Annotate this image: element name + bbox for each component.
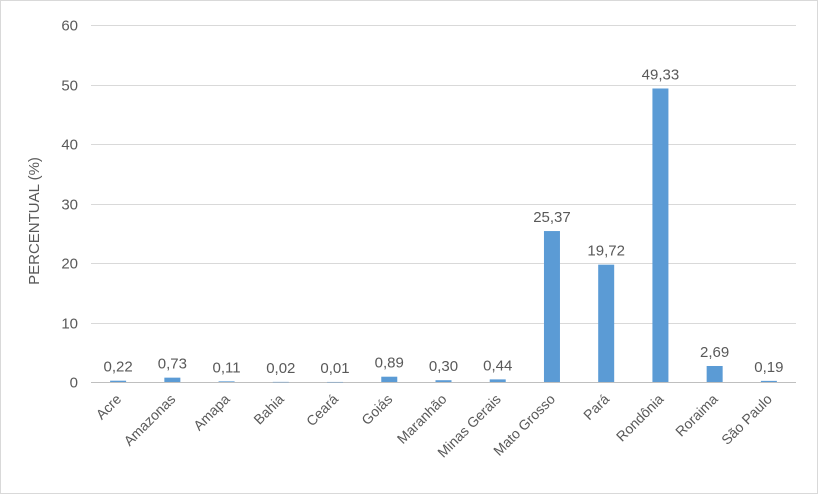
category-label: Amazonas	[120, 391, 178, 449]
data-label: 0,22	[104, 359, 133, 376]
y-tick-label: 20	[61, 256, 78, 273]
category-label: Maranhão	[394, 391, 450, 447]
bar	[164, 378, 180, 382]
data-label: 2,69	[700, 344, 729, 361]
y-axis-ticks: 0 10 20 30 40 50 60	[61, 18, 78, 392]
bar	[761, 381, 777, 382]
y-tick-label: 0	[70, 375, 78, 392]
bar	[598, 265, 614, 382]
bar	[219, 381, 235, 382]
category-label: Goiás	[358, 391, 395, 428]
y-tick-label: 50	[61, 78, 78, 95]
data-label: 0,73	[158, 356, 187, 373]
bar	[381, 377, 397, 382]
data-labels: 0,22 0,73 0,11 0,02 0,01 0,89 0,30 0,44 25,37 19,…	[104, 66, 784, 376]
bar	[436, 380, 452, 382]
data-label: 0,44	[483, 357, 512, 374]
bar	[544, 231, 560, 382]
category-label: Roraima	[672, 391, 721, 440]
bars	[110, 88, 777, 382]
data-label: 0,89	[375, 355, 404, 372]
category-label: Pará	[580, 391, 612, 423]
y-tick-label: 40	[61, 137, 78, 154]
data-label: 49,33	[642, 66, 680, 83]
category-label: São Paulo	[718, 391, 775, 448]
category-label: Amapa	[190, 391, 233, 434]
data-label: 0,02	[266, 360, 295, 377]
category-label: Rondônia	[613, 391, 667, 445]
category-label: Acre	[93, 391, 125, 423]
category-label: Ceará	[303, 391, 341, 429]
y-tick-label: 10	[61, 316, 78, 333]
data-label: 0,01	[320, 360, 349, 377]
data-label: 0,19	[754, 359, 783, 376]
y-tick-label: 60	[61, 18, 78, 35]
gridlines	[91, 26, 796, 383]
y-axis-label: PERCENTUAL (%)	[26, 157, 43, 285]
y-tick-label: 30	[61, 197, 78, 214]
bar	[490, 379, 506, 382]
data-label: 19,72	[587, 243, 625, 260]
category-label: Bahia	[250, 391, 287, 428]
data-label: 25,37	[533, 209, 571, 226]
bar	[652, 88, 668, 382]
data-label: 0,30	[429, 358, 458, 375]
bar	[707, 366, 723, 382]
data-label: 0,11	[213, 359, 241, 376]
bar	[110, 381, 126, 382]
